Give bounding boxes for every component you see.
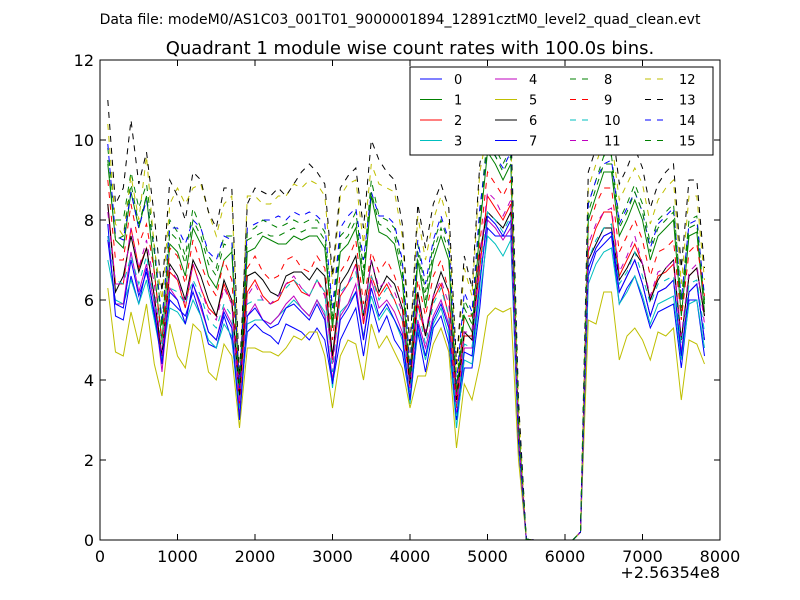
legend-label-1: 1 [454, 94, 462, 109]
legend-label-14: 14 [679, 114, 696, 129]
legend-label-10: 10 [604, 114, 621, 129]
series-line-9 [107, 170, 705, 541]
x-tick-label: 5000 [467, 547, 508, 566]
series-line-7 [107, 214, 705, 541]
legend-label-5: 5 [529, 94, 537, 109]
legend-label-11: 11 [604, 135, 621, 150]
y-tick-label: 6 [84, 291, 94, 310]
y-tick-label: 8 [84, 211, 94, 230]
figure-suptitle: Data file: modeM0/AS1C03_001T01_90000018… [100, 12, 701, 28]
legend-label-9: 9 [604, 94, 612, 109]
legend-label-8: 8 [604, 73, 612, 88]
x-tick-label: 4000 [390, 547, 431, 566]
legend-label-0: 0 [454, 73, 462, 88]
plot-area: 0 1000 2000 3000 4000 5000 6000 7000 80000246810… [74, 51, 741, 566]
y-tick-label: 10 [74, 131, 94, 150]
x-tick-label: 7000 [622, 547, 663, 566]
x-tick-label: 1000 [157, 547, 198, 566]
x-tick-label: 8000 [700, 547, 741, 566]
series-line-10 [107, 210, 705, 541]
ticks-layer: 0 1000 2000 3000 4000 5000 6000 7000 80000246810… [74, 51, 741, 566]
x-tick-label: 0 [95, 547, 105, 566]
series-line-1 [107, 150, 705, 541]
legend-label-7: 7 [529, 135, 537, 150]
series-line-5 [107, 287, 705, 541]
y-tick-label: 12 [74, 51, 94, 70]
y-tick-label: 4 [84, 371, 94, 390]
legend-label-4: 4 [529, 73, 537, 88]
chart-title: Quadrant 1 module wise count rates with … [166, 38, 655, 59]
y-tick-label: 2 [84, 451, 94, 470]
x-tick-label: 3000 [312, 547, 353, 566]
x-offset-label: +2.56354e8 [620, 563, 720, 582]
legend-label-13: 13 [679, 94, 696, 109]
series-line-14 [107, 143, 705, 541]
x-tick-label: 2000 [235, 547, 276, 566]
y-tick-label: 0 [84, 531, 94, 550]
legend-label-6: 6 [529, 114, 537, 129]
legend-label-3: 3 [454, 135, 462, 150]
series-line-6 [107, 203, 705, 541]
series-line-8 [107, 134, 705, 541]
series-line-15 [107, 146, 705, 541]
legend-label-2: 2 [454, 114, 462, 129]
x-tick-label: 6000 [545, 547, 586, 566]
legend-label-15: 15 [679, 135, 696, 150]
legend-label-12: 12 [679, 73, 696, 88]
